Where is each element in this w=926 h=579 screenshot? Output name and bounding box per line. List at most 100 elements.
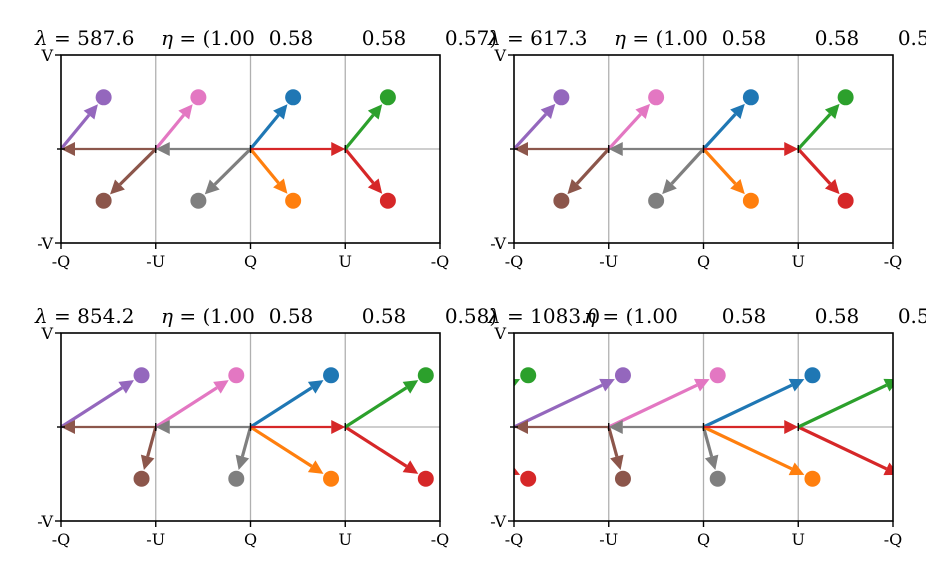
vector-endpoint-dot	[709, 470, 726, 487]
vector-arrowhead	[118, 380, 134, 394]
title-eta: η = (1.00	[614, 26, 708, 50]
vector-arrowhead	[514, 379, 521, 387]
vector-shaft	[213, 147, 252, 186]
vector-arrowhead	[662, 179, 677, 195]
vector-arrowhead	[155, 420, 170, 434]
vector-endpoint-dot	[899, 367, 915, 383]
vector-arrowhead	[235, 454, 250, 471]
vector-shaft	[608, 383, 698, 429]
vector-endpoint-dot	[804, 367, 821, 384]
title-lambda: λ = 854.2	[34, 304, 134, 328]
x-tick-label: -Q	[505, 530, 524, 549]
vector-shaft	[797, 383, 888, 429]
vector-endpoint-dot	[553, 89, 570, 106]
vector-arrowhead	[331, 142, 346, 156]
vector-shaft	[344, 147, 375, 184]
vector-shaft	[249, 425, 313, 468]
title-lambda: λ = 587.6	[34, 26, 134, 50]
y-tick-label: V	[40, 324, 53, 343]
x-tick-label: -U	[599, 252, 618, 271]
vector-arrowhead	[635, 103, 651, 119]
vector-layer	[514, 89, 854, 209]
vector-arrowhead	[307, 380, 324, 394]
title-lambda: λ = 1083.0	[487, 304, 600, 328]
vector-arrowhead	[608, 142, 623, 156]
vector-layer	[61, 367, 434, 487]
x-tick-label: U	[339, 530, 352, 549]
vector-arrowhead	[213, 380, 229, 394]
vector-shaft	[249, 386, 313, 429]
x-tick-label: -U	[146, 252, 165, 271]
y-tick-label: -V	[490, 512, 506, 531]
vector-arrowhead	[784, 142, 799, 156]
vector-arrowhead	[567, 179, 583, 195]
vector-shaft	[344, 386, 408, 429]
x-tick-label: -Q	[505, 252, 524, 271]
vector-arrowhead	[367, 178, 383, 194]
title-eta-value: 0.58	[269, 26, 314, 50]
vector-shaft	[240, 426, 253, 457]
vector-endpoint-dot	[520, 470, 537, 487]
title-eta-value: 0.58	[722, 26, 767, 50]
vector-endpoint-dot	[285, 89, 302, 106]
vector-shaft	[607, 113, 642, 151]
x-tick-label: Q	[244, 252, 257, 271]
x-tick-label: -Q	[52, 530, 71, 549]
vector-endpoint-dot	[648, 192, 665, 209]
vector-shaft	[514, 383, 603, 429]
vector-arrowhead	[730, 103, 745, 119]
title-eta-value: 0.58	[722, 304, 767, 328]
x-tick-label: U	[792, 530, 805, 549]
vector-endpoint-dot	[379, 89, 396, 106]
panel-1: -Q -U Q U -Q V -V λ = 587.6 η = (1.00 0.58 0.58 0.5…	[34, 26, 497, 271]
x-tick-label: Q	[697, 530, 710, 549]
vector-shaft	[419, 427, 507, 469]
vector-layer	[419, 367, 915, 487]
vector-endpoint-dot	[742, 89, 759, 106]
vector-endpoint-dot	[323, 470, 340, 487]
vector-shaft	[702, 113, 737, 151]
title-eta: η = (1.00	[161, 304, 255, 328]
vector-endpoint-dot	[379, 192, 396, 209]
vector-arrowhead	[693, 378, 710, 392]
vector-layer	[61, 89, 396, 209]
vector-endpoint-dot	[190, 89, 207, 106]
panel-title: λ = 617.3 η = (1.00 0.58 0.58 0.58)	[487, 26, 926, 50]
x-tick-label: -Q	[884, 530, 903, 549]
panel-3: -Q -U Q U -Q V -V λ = 854.2 η = (1.00 0.58 0.58 0.5…	[34, 304, 497, 549]
vector-arrowhead	[61, 420, 75, 434]
vector-endpoint-dot	[648, 89, 665, 106]
vector-arrowhead	[824, 103, 840, 119]
vector-arrowhead	[599, 378, 615, 392]
vector-shaft	[702, 425, 793, 471]
title-lambda: λ = 617.3	[487, 26, 587, 50]
vector-arrowhead	[307, 460, 324, 474]
vector-shaft	[797, 113, 832, 151]
x-tick-label: -U	[146, 530, 165, 549]
vector-endpoint-dot	[133, 367, 150, 384]
panel-2: -Q -U Q U -Q V -V λ = 617.3 η = (1.00 0.58 0.58 0.5…	[487, 26, 926, 271]
title-eta: η = (1.00	[584, 304, 678, 328]
y-tick-label: V	[493, 46, 506, 65]
vector-shaft	[249, 147, 280, 184]
vector-shaft	[607, 426, 619, 457]
vector-shaft	[670, 147, 705, 185]
vector-endpoint-dot	[417, 367, 434, 384]
panel-title: λ = 1083.0η = (1.00 0.58 0.58 0.58)	[487, 304, 926, 328]
vector-shaft	[146, 426, 158, 457]
vector-arrowhead	[540, 103, 556, 119]
vector-shaft	[154, 386, 218, 429]
title-eta-value: 0.58)	[898, 304, 926, 328]
vector-arrowhead	[824, 179, 840, 195]
vector-arrowhead	[608, 420, 623, 434]
vector-arrowhead	[788, 378, 805, 392]
title-eta-value: 0.58	[269, 304, 314, 328]
y-tick-label: V	[40, 46, 53, 65]
title-eta-value: 0.57)	[445, 26, 497, 50]
vector-arrowhead	[883, 462, 893, 476]
x-tick-label: U	[792, 252, 805, 271]
vector-shaft	[344, 425, 408, 468]
vector-arrowhead	[788, 462, 805, 476]
vector-arrowhead	[110, 179, 125, 195]
title-eta-value: 0.58)	[445, 304, 497, 328]
